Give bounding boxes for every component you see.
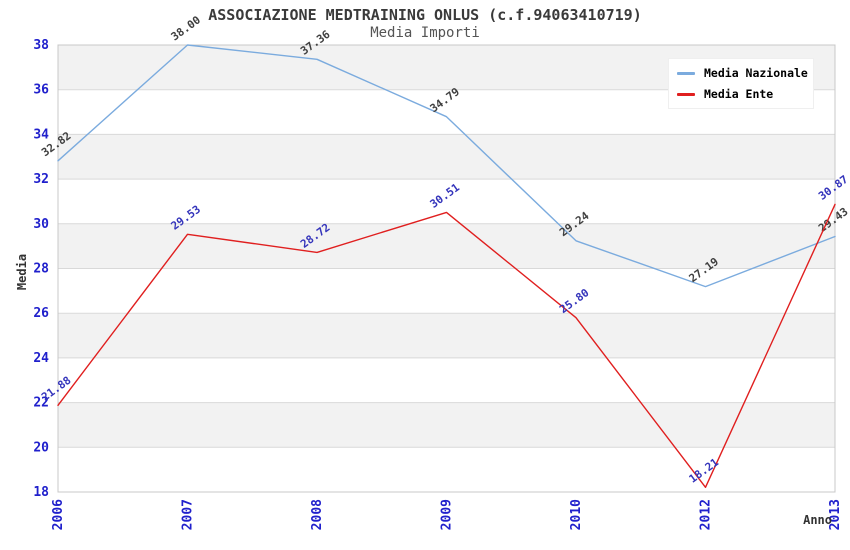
y-tick-label: 28 — [33, 262, 49, 277]
chart-subtitle: Media Importi — [370, 25, 480, 41]
x-tick-label: 2010 — [569, 499, 584, 530]
y-tick-label: 20 — [33, 440, 49, 455]
y-tick-label: 22 — [33, 396, 49, 411]
x-axis-title: Anno — [803, 513, 832, 527]
data-point-label: 25.80 — [557, 286, 591, 316]
x-tick-label: 2012 — [699, 499, 714, 530]
x-tick-label: 2007 — [181, 499, 196, 530]
data-point-label: 30.51 — [428, 181, 463, 211]
x-tick-label: 2008 — [310, 499, 325, 530]
x-tick-label: 2006 — [51, 499, 66, 530]
series-line-media-nazionale — [57, 44, 836, 288]
y-tick-label: 38 — [33, 38, 49, 53]
media-nazionale-line-icon — [677, 71, 695, 75]
x-tick-label: 2013 — [828, 499, 843, 530]
legend-item-media-nazionale: Media Nazionale — [677, 66, 808, 80]
plot-band — [58, 313, 835, 358]
media-ente-line-icon — [677, 92, 695, 96]
y-tick-label: 30 — [33, 217, 49, 232]
y-tick-label: 26 — [33, 306, 49, 321]
plot-border — [57, 44, 836, 493]
y-tick-label: 34 — [33, 127, 49, 142]
y-axis-title: Media — [15, 254, 29, 290]
x-tick-label: 2009 — [440, 499, 455, 530]
data-point-label: 18.21 — [687, 456, 722, 486]
chart-title: ASSOCIAZIONE MEDTRAINING ONLUS (c.f.9406… — [208, 6, 642, 24]
data-point-label: 21.88 — [39, 374, 73, 404]
plot-band — [58, 134, 835, 180]
plot-band — [58, 223, 835, 269]
y-tick-label: 36 — [33, 83, 49, 98]
legend-item-media-ente: Media Ente — [677, 87, 805, 101]
legend-label-media-nazionale: Media Nazionale — [704, 66, 808, 80]
legend: Media Nazionale Media Ente — [668, 58, 814, 109]
plot-band — [58, 402, 835, 448]
data-point-label: 38.00 — [169, 13, 203, 43]
y-tick-label: 32 — [33, 172, 49, 187]
series-line-media-ente — [57, 203, 836, 488]
y-tick-label: 24 — [33, 351, 49, 366]
y-tick-label: 18 — [33, 485, 49, 500]
legend-label-media-ente: Media Ente — [704, 87, 774, 101]
